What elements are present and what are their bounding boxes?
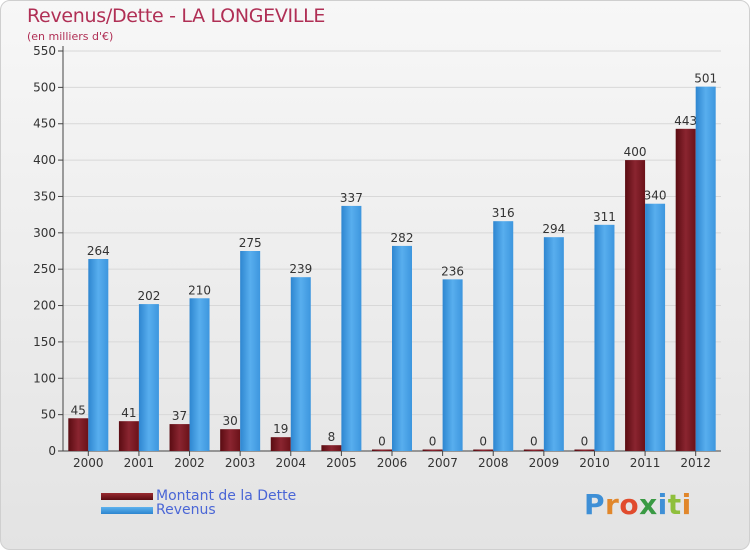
legend-label-revenus: Revenus — [156, 502, 216, 518]
x-tick-label: 2005 — [326, 456, 357, 470]
data-label-dette: 8 — [328, 430, 336, 444]
data-label-revenus: 236 — [441, 264, 464, 278]
y-tick-label: 300 — [33, 226, 56, 240]
bar-revenus — [695, 86, 716, 452]
bar-dette — [68, 418, 89, 451]
y-tick-label: 100 — [33, 371, 56, 385]
data-label-dette: 41 — [121, 406, 136, 420]
x-tick-label: 2008 — [478, 456, 509, 470]
data-label-dette: 19 — [273, 422, 288, 436]
bar-revenus — [493, 221, 514, 451]
y-tick-label: 550 — [33, 44, 56, 58]
data-label-dette: 400 — [624, 145, 647, 159]
y-tick-label: 200 — [33, 299, 56, 313]
data-label-revenus: 264 — [87, 244, 110, 258]
data-label-revenus: 337 — [340, 191, 363, 205]
data-label-dette: 45 — [71, 403, 86, 417]
data-label-dette: 37 — [172, 409, 187, 423]
bar-revenus — [645, 203, 666, 451]
x-tick-label: 2012 — [680, 456, 711, 470]
bar-dette — [118, 421, 139, 451]
x-tick-label: 2010 — [579, 456, 610, 470]
logo-letter: o — [619, 488, 640, 521]
data-label-revenus: 311 — [593, 210, 616, 224]
chart-subtitle: (en milliers d'€) — [27, 30, 114, 43]
y-tick-label: 0 — [48, 444, 56, 458]
bar-dette — [169, 424, 190, 451]
y-tick-label: 150 — [33, 335, 56, 349]
data-label-dette: 0 — [479, 435, 487, 449]
logo-letter: r — [605, 488, 620, 521]
legend-swatch-dette — [101, 492, 153, 500]
legend-swatch-revenus — [101, 506, 153, 514]
proxiti-logo: Proxiti — [584, 488, 692, 521]
legend-label-dette: Montant de la Dette — [156, 488, 297, 504]
bar-revenus — [240, 251, 261, 451]
legend-item-revenus: Revenus — [101, 502, 216, 518]
logo-letter: t — [667, 488, 682, 521]
x-tick-label: 2006 — [377, 456, 408, 470]
bar-dette — [372, 449, 392, 451]
y-tick-label: 500 — [33, 80, 56, 94]
x-tick-label: 2002 — [174, 456, 205, 470]
bar-revenus — [341, 205, 362, 451]
logo-letter: x — [639, 488, 658, 521]
data-label-revenus: 202 — [137, 289, 160, 303]
x-tick-label: 2003 — [225, 456, 256, 470]
data-label-dette: 0 — [581, 435, 589, 449]
data-label-revenus: 239 — [289, 262, 312, 276]
data-label-dette: 0 — [530, 435, 538, 449]
bar-revenus — [442, 279, 463, 451]
bar-revenus — [392, 245, 412, 451]
x-tick-label: 2009 — [529, 456, 560, 470]
logo-letter: i — [657, 488, 668, 521]
bar-dette — [574, 449, 595, 451]
data-label-dette: 0 — [378, 435, 386, 449]
data-label-revenus: 210 — [188, 283, 211, 297]
data-label-dette: 0 — [429, 435, 437, 449]
bar-dette — [321, 445, 342, 451]
bar-dette — [473, 449, 494, 451]
y-tick-label: 250 — [33, 262, 56, 276]
bar-dette — [523, 449, 544, 451]
data-label-revenus: 294 — [542, 222, 565, 236]
x-tick-label: 2004 — [275, 456, 306, 470]
bar-revenus — [594, 224, 615, 451]
data-label-revenus: 340 — [644, 189, 667, 203]
bar-dette — [270, 437, 291, 451]
data-label-revenus: 316 — [492, 206, 515, 220]
y-tick-label: 350 — [33, 189, 56, 203]
legend-item-dette: Montant de la Dette — [101, 488, 297, 504]
bar-dette — [422, 449, 443, 451]
data-label-dette: 30 — [223, 414, 238, 428]
data-label-revenus: 501 — [694, 72, 717, 86]
x-tick-label: 2000 — [73, 456, 104, 470]
bar-revenus — [290, 277, 311, 451]
y-tick-label: 450 — [33, 117, 56, 131]
logo-letter: P — [584, 488, 606, 521]
data-label-dette: 443 — [674, 114, 697, 128]
y-tick-label: 400 — [33, 153, 56, 167]
x-tick-label: 2007 — [427, 456, 458, 470]
bar-revenus — [189, 298, 210, 451]
chart-title: Revenus/Dette - LA LONGEVILLE — [27, 5, 326, 27]
bar-dette — [675, 128, 696, 451]
logo-letter: i — [681, 488, 692, 521]
x-tick-label: 2011 — [630, 456, 661, 470]
data-label-revenus: 282 — [391, 231, 414, 245]
bar-dette — [220, 429, 241, 451]
x-tick-label: 2001 — [124, 456, 155, 470]
bar-revenus — [138, 304, 159, 451]
bar-revenus — [543, 237, 564, 451]
bar-revenus — [88, 259, 109, 451]
bar-dette — [625, 160, 646, 451]
y-tick-label: 50 — [41, 408, 56, 422]
data-label-revenus: 275 — [239, 236, 262, 250]
